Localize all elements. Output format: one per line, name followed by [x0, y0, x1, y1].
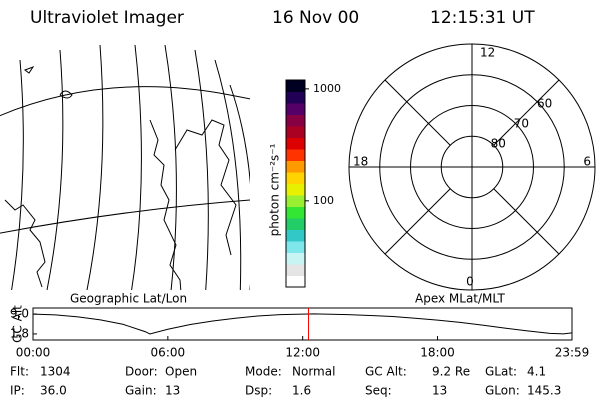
x-tick-label: 06:00	[151, 346, 186, 360]
orbit-frame	[32, 307, 573, 341]
colorbar-segment	[286, 264, 305, 276]
ring-label: 80	[491, 137, 506, 151]
mlt-label: 0	[466, 275, 474, 289]
field-label: Mode:	[245, 365, 282, 379]
y-axis-label: GC Alt	[11, 305, 25, 343]
colorbar-segment	[286, 183, 305, 196]
colorbar-frame	[285, 79, 306, 288]
field-value: 4.1	[527, 365, 546, 379]
map	[0, 45, 250, 290]
y-tick-label: 9.0	[10, 307, 29, 321]
field-value: 1304	[40, 365, 71, 379]
field-label: Gain:	[125, 384, 157, 398]
date: 16 Nov 00	[272, 8, 359, 28]
colorbar-segment	[286, 80, 305, 92]
meridian	[493, 188, 560, 255]
meridian	[493, 79, 560, 146]
ring-label: 60	[537, 96, 552, 110]
colorbar-segment	[286, 137, 305, 150]
altitude-line	[32, 313, 573, 335]
colorbar-segment	[286, 91, 305, 104]
colorbar-segment	[286, 114, 305, 127]
field-value: Normal	[292, 365, 335, 379]
field-label: GC Alt:	[365, 365, 407, 379]
colorbar-segment	[286, 172, 305, 184]
title: Ultraviolet Imager	[30, 8, 184, 28]
colorbar-segment	[286, 160, 305, 173]
field-value: 13	[165, 384, 180, 398]
field-value: Open	[165, 365, 197, 379]
field-value: 36.0	[40, 384, 67, 398]
mlt-label: 18	[353, 155, 368, 169]
field-label: Dsp:	[245, 384, 272, 398]
colorbar-segment	[286, 149, 305, 161]
field-label: GLat:	[485, 365, 517, 379]
mlt-label: 12	[480, 46, 495, 60]
colorbar-segment	[286, 229, 305, 242]
field-label: Seq:	[365, 384, 392, 398]
map-label: Geographic Lat/Lon	[70, 292, 187, 306]
colorbar-tick-label: 100	[313, 194, 334, 207]
field-value: 13	[432, 384, 447, 398]
meridian	[384, 79, 451, 146]
x-tick-label: 12:00	[285, 346, 320, 360]
x-tick-label: 00:00	[16, 346, 51, 360]
ring-label: 70	[514, 117, 529, 131]
colorbar-segment	[286, 241, 305, 253]
colorbar-segment	[286, 275, 305, 288]
colorbar-tick-label: 1000	[313, 82, 341, 95]
x-tick-label: 23:59	[555, 346, 590, 360]
field-label: Flt:	[10, 365, 29, 379]
colorbar-segment	[286, 195, 305, 207]
field-value: 9.2 Re	[432, 365, 470, 379]
field-label: GLon:	[485, 384, 520, 398]
field-value: 1.6	[292, 384, 311, 398]
time: 12:15:31 UT	[430, 8, 535, 28]
colorbar-segment	[286, 218, 305, 230]
polar-label: Apex MLat/MLT	[415, 292, 505, 306]
field-value: 145.3	[527, 384, 561, 398]
colorbar-segment	[286, 126, 305, 138]
colorbar-segment	[286, 103, 305, 115]
field-label: IP:	[10, 384, 25, 398]
field-label: Door:	[125, 365, 158, 379]
meridian	[384, 188, 451, 255]
mlt-label: 6	[583, 155, 591, 169]
x-tick-label: 18:00	[420, 346, 455, 360]
colorbar-segment	[286, 206, 305, 219]
colorbar-segment	[286, 252, 305, 265]
y-tick-label: 1.8	[10, 326, 29, 340]
colorbar-label: photon cm⁻²s⁻¹	[268, 143, 282, 236]
